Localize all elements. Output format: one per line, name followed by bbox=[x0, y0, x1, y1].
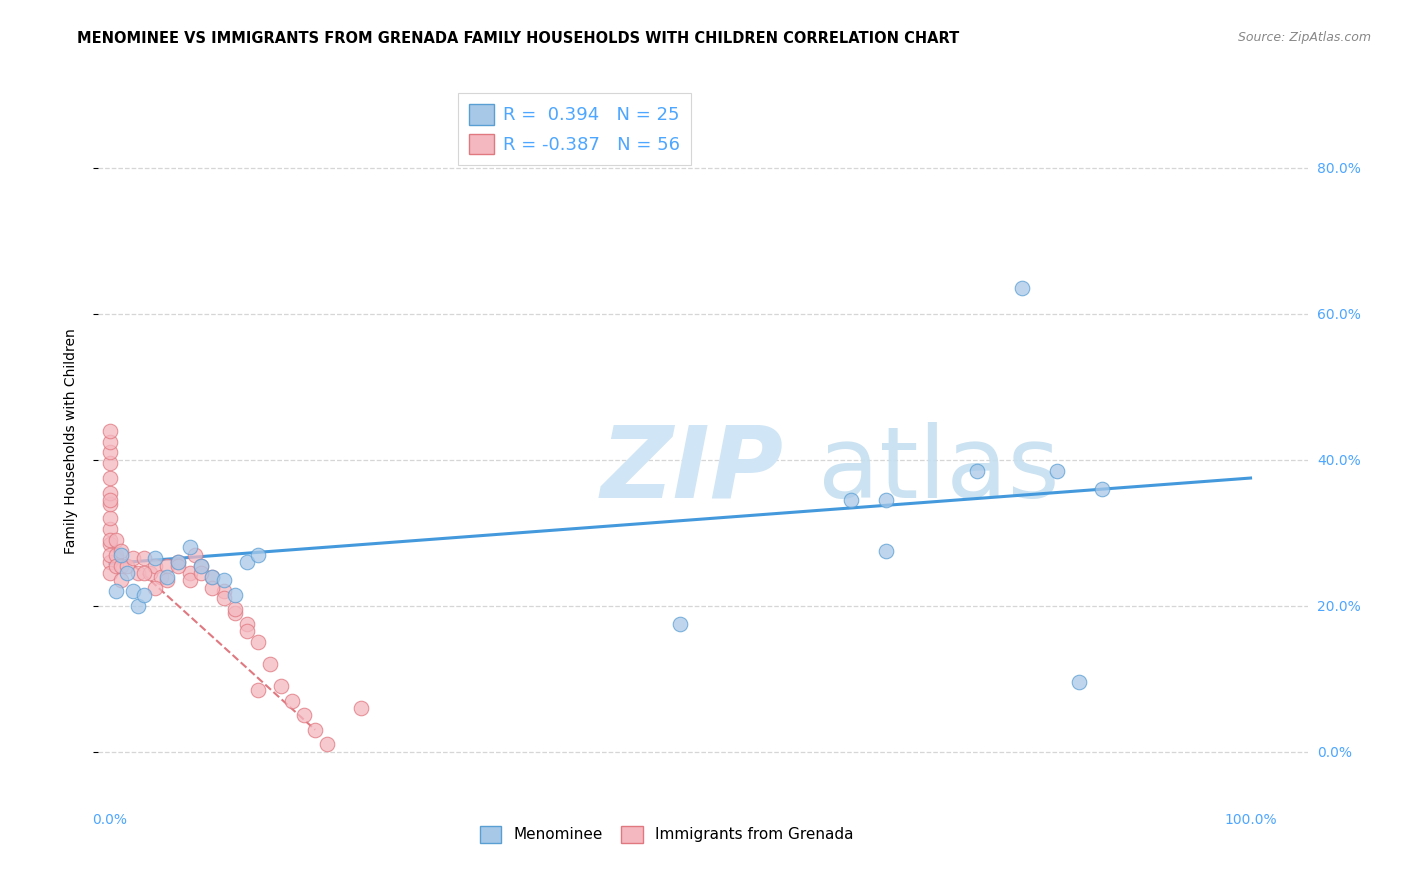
Text: ZIP: ZIP bbox=[600, 422, 783, 519]
Point bbox=[167, 558, 190, 573]
Point bbox=[184, 548, 207, 562]
Point bbox=[167, 555, 190, 569]
Point bbox=[315, 738, 337, 752]
Point bbox=[104, 558, 127, 573]
Point bbox=[179, 573, 201, 587]
Point bbox=[98, 533, 121, 547]
Point bbox=[98, 511, 121, 525]
Text: atlas: atlas bbox=[818, 422, 1060, 519]
Point bbox=[98, 555, 121, 569]
Point bbox=[875, 544, 897, 558]
Point bbox=[98, 457, 121, 471]
Point bbox=[247, 635, 270, 649]
Point bbox=[190, 558, 212, 573]
Point bbox=[281, 693, 304, 707]
Point bbox=[139, 566, 162, 580]
Point bbox=[1011, 281, 1033, 295]
Point bbox=[212, 573, 235, 587]
Text: Source: ZipAtlas.com: Source: ZipAtlas.com bbox=[1237, 31, 1371, 45]
Point bbox=[115, 566, 138, 580]
Point bbox=[98, 492, 121, 507]
Point bbox=[104, 533, 127, 547]
Point bbox=[110, 548, 132, 562]
Point bbox=[98, 471, 121, 485]
Point bbox=[132, 551, 155, 566]
Point bbox=[224, 606, 246, 620]
Point bbox=[127, 599, 149, 613]
Point bbox=[1046, 464, 1069, 478]
Point bbox=[201, 569, 224, 583]
Point bbox=[190, 566, 212, 580]
Point bbox=[247, 548, 270, 562]
Point bbox=[167, 555, 190, 569]
Point bbox=[235, 617, 257, 632]
Point bbox=[201, 581, 224, 595]
Point bbox=[127, 566, 149, 580]
Point bbox=[145, 558, 167, 573]
Point bbox=[156, 569, 179, 583]
Point bbox=[1069, 675, 1091, 690]
Point bbox=[292, 708, 315, 723]
Point bbox=[104, 548, 127, 562]
Point bbox=[98, 566, 121, 580]
Point bbox=[145, 551, 167, 566]
Point bbox=[132, 566, 155, 580]
Point bbox=[224, 602, 246, 616]
Point bbox=[156, 558, 179, 573]
Point bbox=[121, 551, 143, 566]
Point bbox=[98, 485, 121, 500]
Point bbox=[304, 723, 326, 737]
Point bbox=[270, 679, 292, 693]
Legend: Menominee, Immigrants from Grenada: Menominee, Immigrants from Grenada bbox=[474, 820, 859, 849]
Point bbox=[235, 624, 257, 639]
Point bbox=[98, 434, 121, 449]
Point bbox=[98, 522, 121, 536]
Point bbox=[115, 558, 138, 573]
Point bbox=[179, 541, 201, 555]
Point bbox=[132, 588, 155, 602]
Point bbox=[201, 569, 224, 583]
Point bbox=[98, 424, 121, 438]
Point bbox=[110, 573, 132, 587]
Point bbox=[179, 566, 201, 580]
Point bbox=[212, 591, 235, 606]
Point bbox=[104, 584, 127, 599]
Point bbox=[150, 569, 173, 583]
Point bbox=[966, 464, 988, 478]
Point bbox=[235, 555, 257, 569]
Point bbox=[121, 584, 143, 599]
Point bbox=[1091, 482, 1114, 496]
Y-axis label: Family Households with Children: Family Households with Children bbox=[63, 328, 77, 555]
Point bbox=[350, 701, 373, 715]
Point bbox=[98, 497, 121, 511]
Point bbox=[190, 558, 212, 573]
Point bbox=[669, 617, 692, 632]
Point bbox=[839, 492, 862, 507]
Point bbox=[98, 445, 121, 459]
Point bbox=[212, 584, 235, 599]
Point bbox=[224, 588, 246, 602]
Point bbox=[110, 544, 132, 558]
Point bbox=[247, 682, 270, 697]
Point bbox=[98, 537, 121, 551]
Point bbox=[110, 558, 132, 573]
Point bbox=[156, 573, 179, 587]
Text: MENOMINEE VS IMMIGRANTS FROM GRENADA FAMILY HOUSEHOLDS WITH CHILDREN CORRELATION: MENOMINEE VS IMMIGRANTS FROM GRENADA FAM… bbox=[77, 31, 959, 46]
Point bbox=[259, 657, 281, 672]
Point bbox=[98, 548, 121, 562]
Point bbox=[875, 492, 897, 507]
Point bbox=[145, 581, 167, 595]
